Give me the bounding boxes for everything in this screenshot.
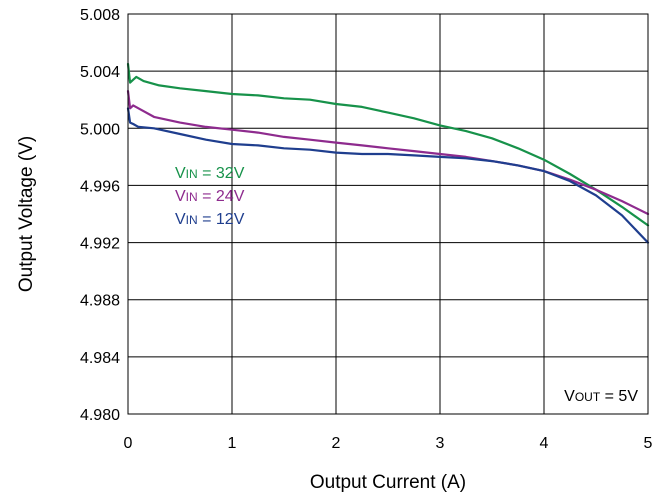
x-tick-label: 5 [644,435,653,452]
series-label-0: VIN = 32V [175,165,245,182]
vout-annotation-rest: = 5V [600,388,638,405]
y-tick-label: 4.984 [80,350,120,367]
series-label-1: VIN = 24V [175,188,245,205]
series-label-rest: = 24V [198,188,245,205]
series-label-rest: = 32V [198,165,245,182]
series-label-main: V [175,165,186,182]
grid [128,14,648,414]
x-tick-label: 3 [436,435,445,452]
y-tick-label: 4.992 [80,236,120,253]
x-tick-labels: 0 1 2 3 4 5 [124,435,653,452]
series-label-sub: IN [186,167,198,181]
series-line-2 [126,107,650,244]
y-axis-title: Output Voltage (V) [16,136,37,292]
x-tick-label: 2 [332,435,341,452]
y-tick-labels: 4.980 4.984 4.988 4.992 4.996 5.000 5.004 5.008 [80,7,120,424]
series-lines [126,62,650,244]
plot-area-frame [127,13,649,415]
series-label-2: VIN = 12V [175,211,245,228]
series-label-sub: IN [186,213,198,227]
series-label-rest: = 12V [198,211,245,228]
y-tick-label: 5.004 [80,64,120,81]
series-label-sub: IN [186,190,198,204]
x-tick-label: 1 [228,435,237,452]
x-tick-label: 4 [540,435,549,452]
vout-annotation: VOUT = 5V [564,388,638,405]
y-tick-label: 4.980 [80,407,120,424]
series-line-0 [126,62,650,227]
y-tick-label: 5.008 [80,7,120,24]
vout-annotation-sub: OUT [575,390,601,404]
vout-annotation-main: V [564,388,575,405]
y-tick-label: 4.996 [80,178,120,195]
series-label-main: V [175,211,186,228]
y-tick-label: 4.988 [80,293,120,310]
x-axis-title: Output Current (A) [310,472,466,493]
y-tick-label: 5.000 [80,121,120,138]
x-tick-label: 0 [124,435,133,452]
series-label-main: V [175,188,186,205]
